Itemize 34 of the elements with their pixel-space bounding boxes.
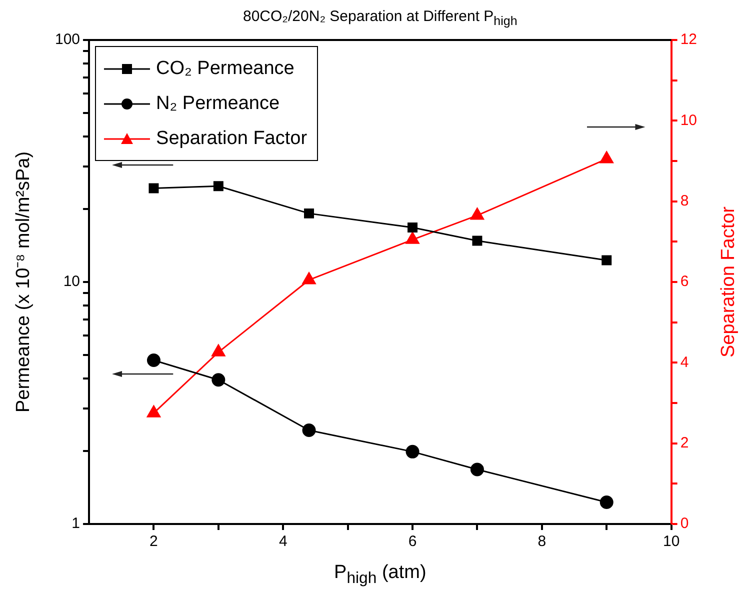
legend-label: Separation Factor bbox=[156, 128, 308, 150]
y2-tick-label: 8 bbox=[680, 192, 689, 210]
y2-tick-label: 6 bbox=[680, 273, 689, 290]
point bbox=[212, 373, 226, 387]
point bbox=[146, 353, 160, 367]
x-tick-label: 4 bbox=[278, 533, 288, 550]
point bbox=[302, 424, 316, 437]
point bbox=[602, 255, 612, 266]
y2-tick-label: 2 bbox=[680, 434, 689, 452]
point bbox=[472, 236, 482, 246]
chart-title: 80CO₂/20N₂ Separation at Different P$_{high}$ bbox=[243, 8, 518, 28]
y2-axis-title: Separation Factor bbox=[718, 206, 740, 358]
x-tick-label: 6 bbox=[408, 533, 417, 550]
y2-tick-label: 12 bbox=[680, 31, 698, 48]
y-tick-label: 10 bbox=[63, 273, 80, 290]
x-tick-label: 8 bbox=[538, 533, 546, 550]
x-axis-title: P$_{high}$ (atm) bbox=[334, 562, 426, 588]
point bbox=[600, 495, 614, 509]
y-tick-label: 100 bbox=[54, 31, 80, 48]
x-tick-label: 2 bbox=[150, 533, 158, 550]
point bbox=[304, 208, 314, 218]
y-axis-title: Permeance (x 10⁻⁸ mol/m²sPa) bbox=[12, 151, 35, 413]
y-tick-label: 1 bbox=[72, 515, 80, 532]
y2-tick-label: 4 bbox=[680, 354, 689, 371]
legend-label: N₂ Permeance bbox=[156, 92, 280, 114]
y2-tick-label: 0 bbox=[680, 515, 689, 532]
point bbox=[148, 183, 159, 194]
x-tick-label: 10 bbox=[662, 533, 680, 550]
point bbox=[408, 222, 418, 232]
point bbox=[406, 444, 420, 458]
point bbox=[470, 462, 484, 476]
y2-tick-label: 10 bbox=[680, 112, 698, 129]
point bbox=[213, 181, 224, 192]
legend-label: CO₂ Permeance bbox=[156, 58, 294, 80]
